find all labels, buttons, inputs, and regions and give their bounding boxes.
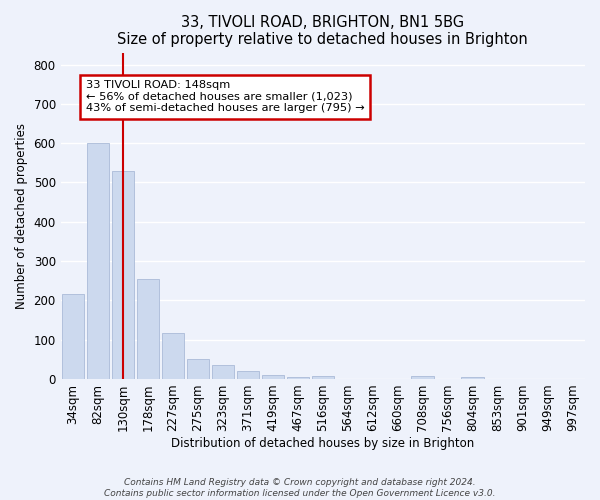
Y-axis label: Number of detached properties: Number of detached properties [15, 123, 28, 309]
Bar [287, 377, 309, 379]
Bar [112, 170, 134, 379]
Bar [187, 360, 209, 379]
Bar [311, 376, 334, 379]
X-axis label: Distribution of detached houses by size in Brighton: Distribution of detached houses by size … [171, 437, 475, 450]
Bar [412, 376, 434, 379]
Text: 33 TIVOLI ROAD: 148sqm
← 56% of detached houses are smaller (1,023)
43% of semi-: 33 TIVOLI ROAD: 148sqm ← 56% of detached… [86, 80, 364, 114]
Bar [87, 143, 109, 379]
Bar [461, 377, 484, 379]
Bar [262, 375, 284, 379]
Title: 33, TIVOLI ROAD, BRIGHTON, BN1 5BG
Size of property relative to detached houses : 33, TIVOLI ROAD, BRIGHTON, BN1 5BG Size … [118, 15, 528, 48]
Bar [236, 371, 259, 379]
Bar [212, 365, 234, 379]
Bar [137, 278, 159, 379]
Text: Contains HM Land Registry data © Crown copyright and database right 2024.
Contai: Contains HM Land Registry data © Crown c… [104, 478, 496, 498]
Bar [162, 332, 184, 379]
Bar [62, 294, 85, 379]
